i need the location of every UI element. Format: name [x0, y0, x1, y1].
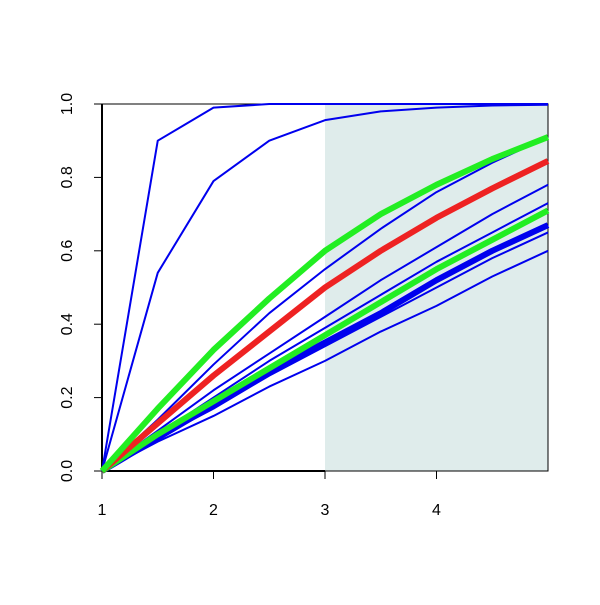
x-tick-label: 4: [432, 502, 441, 519]
curve: [101, 183, 549, 472]
y-tick-label: 0.6: [59, 240, 76, 262]
y-tick-label: 0.2: [59, 386, 76, 408]
curve: [101, 136, 549, 472]
curve: [100, 222, 550, 474]
curve: [99, 134, 550, 473]
curve: [101, 103, 549, 472]
y-tick-label: 1.0: [59, 93, 76, 115]
x-tick-label: 3: [321, 502, 330, 519]
curve: [101, 103, 548, 472]
x-tick-label: 1: [98, 502, 107, 519]
y-tick-label: 0.0: [59, 460, 76, 482]
y-tick-label: 0.8: [59, 166, 76, 188]
y-tick-label: 0.4: [59, 313, 76, 335]
curve: [100, 207, 550, 474]
curve: [100, 158, 550, 474]
curve: [101, 249, 549, 472]
x-tick-label: 2: [209, 502, 218, 519]
